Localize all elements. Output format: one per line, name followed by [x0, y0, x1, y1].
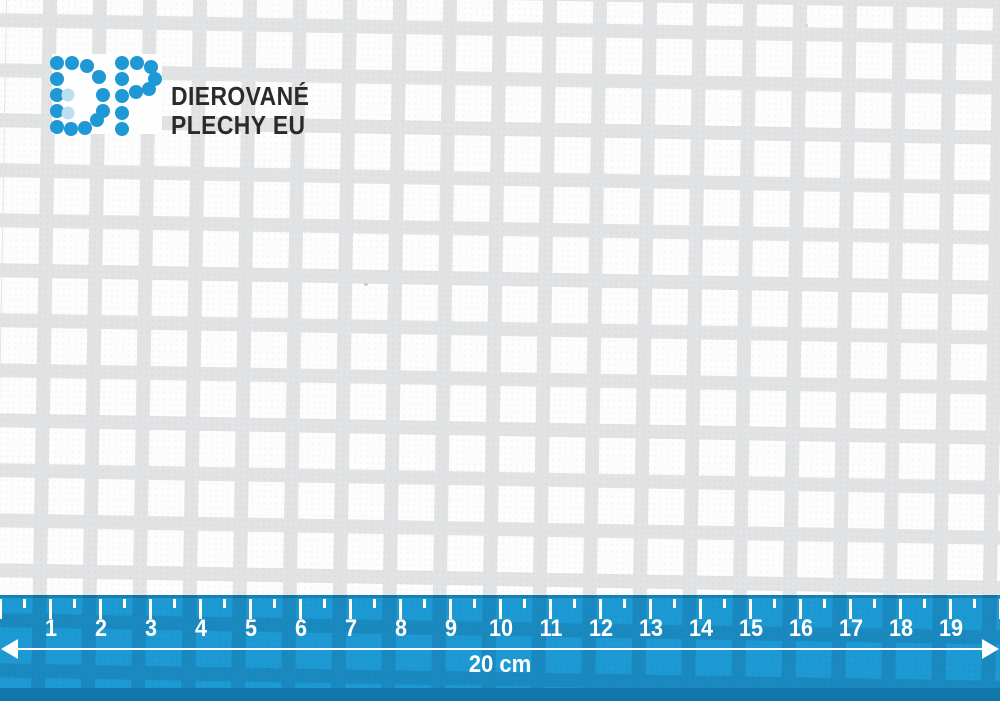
ruler-bottom-edge [0, 688, 1000, 701]
ruler-number: 18 [888, 615, 914, 642]
ruler-tick-major [998, 599, 1000, 619]
ruler-tick-major [848, 599, 852, 619]
ruler-tick-minor [323, 599, 326, 608]
ruler-tick-major [548, 599, 552, 619]
brand-name: DIEROVANÉ PLECHY EU [171, 82, 309, 140]
ruler-tick-minor [573, 599, 576, 608]
ruler-number: 16 [788, 615, 814, 642]
ruler-tick-major [698, 599, 702, 619]
ruler-number: 5 [244, 615, 258, 642]
ruler-tick-minor [673, 599, 676, 608]
brand-name-line2: PLECHY EU [171, 110, 306, 140]
ruler-number: 15 [738, 615, 764, 642]
ruler-tick-minor [623, 599, 626, 608]
ruler-tick-minor [73, 599, 76, 608]
ruler-number: 6 [294, 615, 308, 642]
ruler-tick-major [0, 599, 2, 619]
ruler-number: 4 [194, 615, 208, 642]
ruler-tick-minor [723, 599, 726, 608]
ruler-number: 1 [44, 615, 58, 642]
logo-faint-dots [61, 88, 75, 120]
ruler-number: 10 [488, 615, 514, 642]
ruler-tick-major [448, 599, 452, 619]
ruler-tick-minor [273, 599, 276, 608]
ruler-number: 13 [638, 615, 664, 642]
ruler-tick-major [948, 599, 952, 619]
dust-speck [805, 24, 808, 27]
ruler-tick-major [248, 599, 252, 619]
ruler-number: 3 [144, 615, 158, 642]
ruler-number: 19 [938, 615, 964, 642]
ruler-tick-minor [423, 599, 426, 608]
ruler-tick-minor [23, 599, 26, 608]
ruler-number: 12 [588, 615, 614, 642]
ruler-number: 8 [394, 615, 408, 642]
ruler-span-label: 20 cm [468, 651, 532, 678]
ruler-number: 17 [838, 615, 864, 642]
ruler-tick-major [498, 599, 502, 619]
ruler-tick-minor [173, 599, 176, 608]
brand-name-line1: DIEROVANÉ [171, 81, 310, 111]
ruler-number: 9 [444, 615, 458, 642]
ruler-tick-minor [373, 599, 376, 608]
ruler-tick-minor [523, 599, 526, 608]
dust-speck [364, 283, 368, 286]
ruler-tick-major [648, 599, 652, 619]
ruler-tick-major [798, 599, 802, 619]
ruler-tick-minor [873, 599, 876, 608]
ruler-number: 14 [688, 615, 714, 642]
ruler-tick-major [348, 599, 352, 619]
ruler-tick-major [898, 599, 902, 619]
ruler-tick-minor [773, 599, 776, 608]
ruler-arrowhead-right [982, 639, 999, 659]
ruler-tick-minor [823, 599, 826, 608]
ruler-arrow-line [12, 647, 988, 650]
ruler-tick-major [398, 599, 402, 619]
ruler-tick-minor [123, 599, 126, 608]
ruler-arrowhead-left [1, 639, 18, 659]
ruler-number: 11 [539, 615, 563, 642]
ruler-tick-major [48, 599, 52, 619]
ruler-number: 7 [344, 615, 358, 642]
dp-logo-icon [50, 56, 162, 136]
ruler-tick-major [298, 599, 302, 619]
ruler-tick-major [98, 599, 102, 619]
ruler-marks: 20 cm 1 2 3 4 5 6 7 8 9 10 11 12 13 14 15 16 17 18 19 [0, 595, 1000, 701]
ruler-number: 2 [94, 615, 108, 642]
ruler-tick-minor [973, 599, 976, 608]
ruler-tick-major [198, 599, 202, 619]
ruler-tick-minor [223, 599, 226, 608]
ruler-tick-major [598, 599, 602, 619]
ruler-tick-major [148, 599, 152, 619]
ruler-tick-minor [473, 599, 476, 608]
ruler-tick-major [748, 599, 752, 619]
ruler-tick-minor [923, 599, 926, 608]
